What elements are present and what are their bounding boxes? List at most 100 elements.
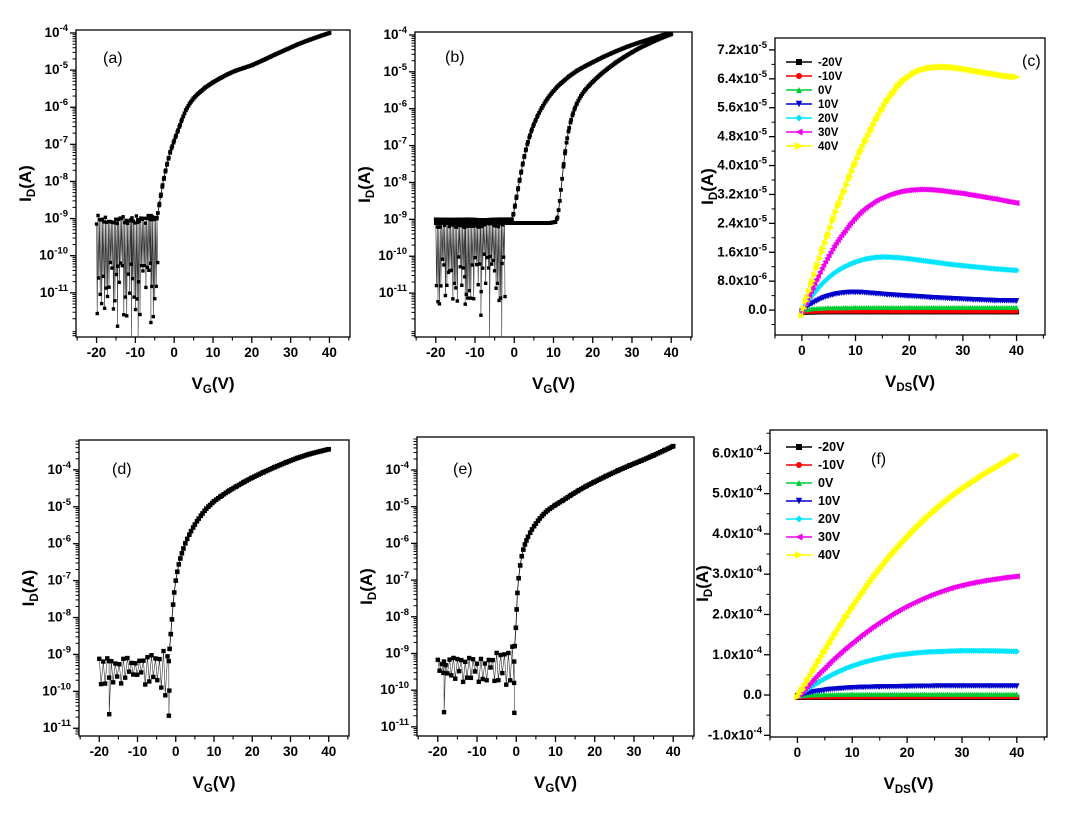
y-tick-label: 10-10 xyxy=(378,246,407,263)
legend: -20V -10V 0V 10V 20V 30V 40V xyxy=(786,57,843,153)
y-tick-label: 1.6x10-5 xyxy=(717,242,767,259)
y-tick-label: 10-11 xyxy=(379,283,408,300)
x-tick-label: 10 xyxy=(845,745,860,760)
panel-e: -20 -10 0 10 20 30 40 VG(V) 10-4 10-5 10-6 10-7 10-8… xyxy=(357,436,695,795)
legend-label: 10V xyxy=(818,494,841,508)
series-20V xyxy=(798,253,1020,315)
y-axis-title: ID(A) xyxy=(698,168,720,205)
legend-marker--20V xyxy=(796,59,802,65)
y-tick-label: 10-6 xyxy=(384,99,407,116)
x-axis: -20 -10 0 10 20 30 40 xyxy=(417,736,694,759)
y-axis-title: ID(A) xyxy=(19,570,41,607)
x-tick-label: 30 xyxy=(955,343,970,358)
y-tick-label: 10-8 xyxy=(45,171,68,188)
legend-label: 20V xyxy=(818,113,839,125)
y-tick-label: 2.4x10-5 xyxy=(717,213,767,230)
y-tick-label: 10-5 xyxy=(386,497,410,514)
x-axis: -20 -10 0 10 20 30 40 xyxy=(79,736,349,759)
y-tick-label: 10-6 xyxy=(386,533,409,550)
panel-b: -20 -10 0 10 20 30 40 VG(V) 10-4 10-5 10-6 10-7 10-8… xyxy=(355,25,693,396)
x-tick-label: 10 xyxy=(548,744,563,759)
x-tick-label: 30 xyxy=(626,744,641,759)
x-axis-title: VG(V) xyxy=(532,374,575,396)
x-tick-label: 40 xyxy=(321,744,336,759)
legend-marker--10V xyxy=(796,462,802,468)
legend-marker-0V xyxy=(796,480,802,486)
y-axis-title: ID(A) xyxy=(355,166,377,203)
y-tick-label: 10-11 xyxy=(43,718,72,735)
y-tick-label: 1.0x10-4 xyxy=(712,645,762,662)
series-10V xyxy=(799,289,1020,314)
y-axis-title: ID(A) xyxy=(357,568,379,605)
legend-marker-30V xyxy=(795,128,803,136)
y-tick-label: 2.0x10-4 xyxy=(712,604,762,621)
legend-marker-20V xyxy=(795,114,803,122)
legend-label: 20V xyxy=(818,512,841,526)
y-tick-label: 0.0 xyxy=(748,302,767,317)
y-tick-label: 10-10 xyxy=(39,246,68,263)
panel-label: (a) xyxy=(103,50,123,67)
legend-label: -10V xyxy=(818,458,845,472)
series-10V xyxy=(794,683,1020,699)
x-tick-label: 0 xyxy=(794,745,802,760)
y-tick-label: 10-11 xyxy=(381,717,410,734)
x-tick-label: 10 xyxy=(205,345,220,360)
x-tick-label: 30 xyxy=(283,345,298,360)
y-tick-label: 5.0x10-4 xyxy=(712,484,762,501)
y-tick-label: 10-9 xyxy=(45,209,68,226)
panel-a: -20 -10 0 10 20 30 40 VG(V) 10-4 10-5 10-6 10-7 10-8… xyxy=(16,23,351,396)
series-transfer-sweep xyxy=(167,446,332,652)
legend-marker-10V xyxy=(795,100,803,108)
y-tick-label: 10-9 xyxy=(48,644,71,661)
legend-label: 0V xyxy=(818,476,834,490)
x-tick-label: -10 xyxy=(126,345,146,360)
x-axis-title: VG(V) xyxy=(534,773,577,795)
x-tick-label: -20 xyxy=(426,345,446,360)
x-tick-label: 10 xyxy=(848,343,863,358)
legend-marker-20V xyxy=(795,515,803,523)
y-axis: 10-4 10-5 10-6 10-7 10-8 10-9 10-10 10-11 xyxy=(42,440,79,735)
series-0V xyxy=(799,305,1020,313)
x-tick-label: 20 xyxy=(245,744,260,759)
noise-trace xyxy=(94,213,160,337)
y-tick-label: 10-5 xyxy=(384,62,408,79)
x-tick-label: 0 xyxy=(511,345,519,360)
y-axis: -1.0x10-4 0.0 1.0x10-4 2.0x10-4 3.0x10-4 4.0x… xyxy=(708,432,770,742)
legend-label: -20V xyxy=(818,440,845,454)
y-tick-label: 0.0 xyxy=(743,687,762,702)
y-axis-title: ID(A) xyxy=(693,565,715,602)
x-tick-label: 30 xyxy=(283,744,298,759)
y-tick-label: 8.0x10-6 xyxy=(717,271,767,288)
series-forward-sweep xyxy=(433,32,674,222)
legend-label: 10V xyxy=(818,99,839,111)
y-tick-label: 10-5 xyxy=(48,497,72,514)
x-tick-label: 0 xyxy=(798,343,806,358)
y-tick-label: 10-8 xyxy=(384,172,407,189)
y-tick-label: 10-4 xyxy=(386,460,410,477)
legend-marker-0V xyxy=(796,87,802,93)
x-tick-label: 20 xyxy=(900,745,915,760)
x-tick-label: 0 xyxy=(513,744,521,759)
x-axis-title: VDS(V) xyxy=(884,774,934,796)
y-tick-label: 10-4 xyxy=(384,25,408,42)
x-axis: -20 -10 0 10 20 30 40 xyxy=(76,337,350,360)
y-tick-label: 3.0x10-4 xyxy=(712,564,762,581)
y-axis: 10-4 10-5 10-6 10-7 10-8 10-9 10-10 10-11 xyxy=(39,23,76,337)
y-axis: 0.0 8.0x10-6 1.6x10-5 2.4x10-5 3.2x10-5 4.0x1… xyxy=(717,40,775,326)
y-tick-label: 4.0x10-4 xyxy=(712,524,762,541)
panel-label: (c) xyxy=(1022,53,1041,70)
legend-marker--10V xyxy=(796,73,802,79)
y-tick-label: 10-10 xyxy=(42,681,71,698)
x-tick-label: -10 xyxy=(128,744,148,759)
series-30V xyxy=(794,573,1020,700)
legend-label: 30V xyxy=(818,530,841,544)
y-tick-label: 6.0x10-4 xyxy=(712,443,762,460)
legend-label: 40V xyxy=(818,141,839,153)
x-tick-label: 30 xyxy=(624,345,639,360)
x-tick-label: 20 xyxy=(585,345,600,360)
x-tick-label: 40 xyxy=(666,744,681,759)
legend-label: 30V xyxy=(818,127,839,139)
y-tick-label: 10-9 xyxy=(384,209,407,226)
y-tick-label: 3.2x10-5 xyxy=(717,184,767,201)
